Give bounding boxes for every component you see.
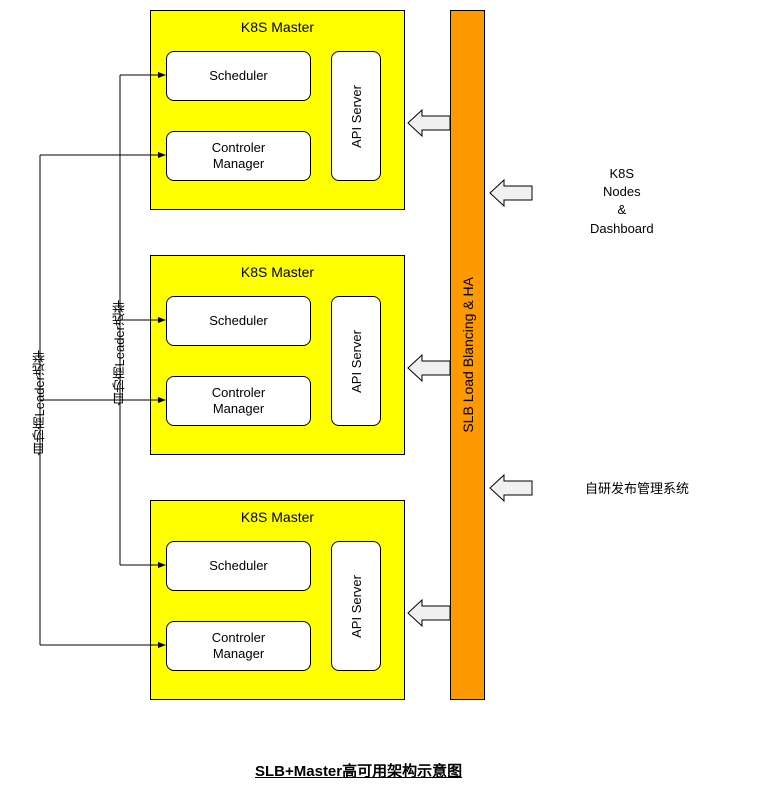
arrow-left-icon	[408, 355, 450, 381]
slb-label: SLB Load Blancing & HA	[460, 277, 476, 433]
controller-box: Controler Manager	[166, 131, 311, 181]
arrow-left-icon	[408, 110, 450, 136]
scheduler-box: Scheduler	[166, 296, 311, 346]
api-server-label: API Server	[349, 575, 364, 638]
master-title: K8S Master	[151, 256, 404, 280]
controller-box: Controler Manager	[166, 376, 311, 426]
leader-election-label-0: 自协商Leader选举	[30, 350, 49, 455]
arrow-left-icon	[490, 475, 532, 501]
master-title: K8S Master	[151, 11, 404, 35]
scheduler-box: Scheduler	[166, 541, 311, 591]
slb-box: SLB Load Blancing & HA	[450, 10, 485, 700]
api-server-box: API Server	[331, 541, 381, 671]
api-server-box: API Server	[331, 51, 381, 181]
right-label-1: 自研发布管理系统	[585, 480, 689, 498]
api-server-label: API Server	[349, 85, 364, 148]
leader-election-label-1: 自协商Leader选举	[110, 300, 129, 405]
arrow-left-icon	[490, 180, 532, 206]
controller-box: Controler Manager	[166, 621, 311, 671]
scheduler-box: Scheduler	[166, 51, 311, 101]
api-server-label: API Server	[349, 330, 364, 393]
master-box-2: K8S Master Scheduler Controler Manager API …	[150, 500, 405, 700]
diagram-caption: SLB+Master高可用架构示意图	[255, 760, 462, 781]
master-title: K8S Master	[151, 501, 404, 525]
master-box-0: K8S Master Scheduler Controler Manager API …	[150, 10, 405, 210]
master-box-1: K8S Master Scheduler Controler Manager API …	[150, 255, 405, 455]
arrow-left-icon	[408, 600, 450, 626]
right-label-0: K8S Nodes & Dashboard	[590, 165, 654, 238]
api-server-box: API Server	[331, 296, 381, 426]
